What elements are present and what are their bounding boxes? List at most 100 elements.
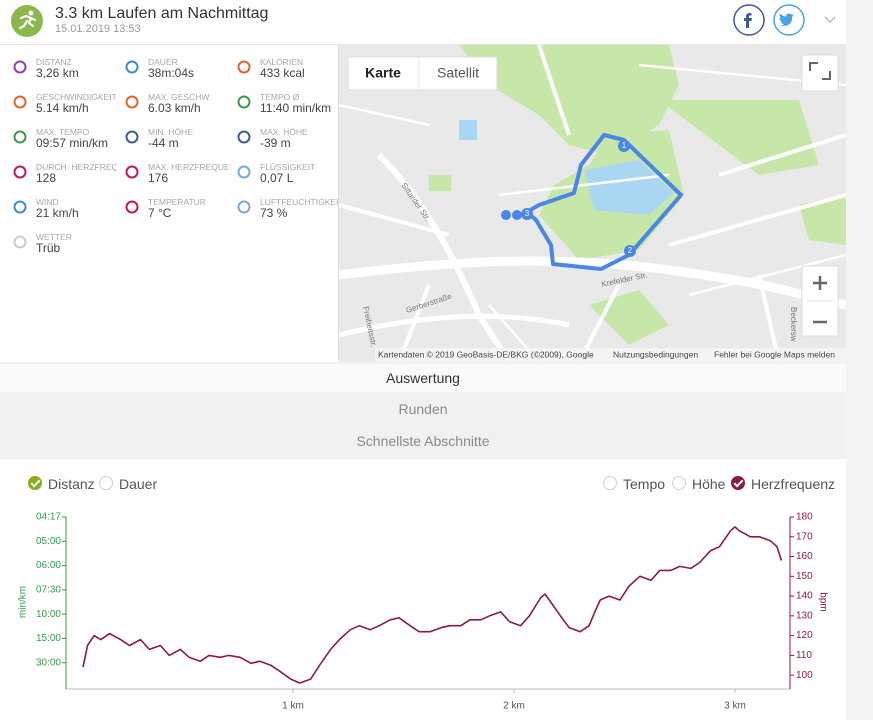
stat: FLÜSSIGKEIT 0,07 L xyxy=(236,162,340,192)
stat-icon xyxy=(125,95,139,109)
stat-label: GESCHWINDIGKEIT Ø xyxy=(36,92,116,102)
x-mode-option[interactable]: Distanz xyxy=(28,475,95,493)
tabs: Auswertung Runden Schnellste Abschnitte xyxy=(0,362,846,458)
y2-tick-label: 180 xyxy=(796,512,813,523)
activity-title: 3.3 km Laufen am Nachmittag xyxy=(55,5,269,22)
chart: 1 km 2 km 3 km 30:00 15:00 10:00 07:30 06:00 05:… xyxy=(18,512,829,712)
stat-icon xyxy=(237,200,251,214)
stat-label: FLÜSSIGKEIT xyxy=(260,162,316,172)
x-mode-option[interactable]: Dauer xyxy=(99,475,157,493)
map-attribution: Kartendaten © 2019 GeoBasis-DE/BKG (©200… xyxy=(378,349,594,359)
x-tick-label: 1 km xyxy=(282,701,304,712)
chart-card: Distanz Dauer Tempo Höhe Herzfrequenz 1 … xyxy=(0,458,846,720)
route-marker-label: 2 xyxy=(628,246,633,255)
tab[interactable]: Runden xyxy=(398,401,448,417)
y-tick-label: 04:17 xyxy=(36,512,61,523)
y-tick-label: 05:00 xyxy=(36,536,61,547)
stat-value: 6.03 km/h xyxy=(148,101,201,115)
y2-tick-label: 130 xyxy=(796,610,813,621)
map-terms-link[interactable]: Nutzungsbedingungen xyxy=(613,349,698,359)
stat-label: WETTER xyxy=(36,232,72,242)
twitter-button[interactable] xyxy=(773,4,805,36)
stat-value: 73 % xyxy=(260,206,288,220)
stat: GESCHWINDIGKEIT Ø5.14 km/h xyxy=(12,92,116,122)
stat: MAX. GESCHW. 6.03 km/h xyxy=(124,92,228,122)
stat: DAUER 38m:04s xyxy=(124,57,228,87)
option-label: Distanz xyxy=(48,476,95,492)
stat-label: MIN. HÖHE xyxy=(148,127,193,137)
stat-label: DISTANZ xyxy=(36,57,72,67)
stat-label: MAX. HÖHE xyxy=(260,127,308,137)
stat-value: 176 xyxy=(148,171,169,185)
tab[interactable]: Auswertung xyxy=(0,364,846,392)
y2-tick-label: 110 xyxy=(796,650,812,661)
route-marker-label: 1 xyxy=(622,141,627,150)
stat-label: MAX. HERZFREQUENZ xyxy=(148,162,228,172)
facebook-button[interactable] xyxy=(733,4,765,36)
y2-tick-label: 150 xyxy=(796,571,813,582)
stat-icon xyxy=(13,95,27,109)
route-marker-label: 3 xyxy=(525,209,530,218)
route xyxy=(525,133,683,271)
social-buttons xyxy=(733,4,836,36)
stat-label: DAUER xyxy=(148,57,178,67)
zoom-control xyxy=(801,265,839,337)
map-type-button[interactable]: Satellit xyxy=(437,65,479,81)
map-report-link[interactable]: Fehler bei Google Maps melden xyxy=(714,349,835,359)
map-type-button[interactable]: Karte xyxy=(365,65,401,81)
stat-label: KALORIEN xyxy=(260,57,303,67)
header: 3.3 km Laufen am Nachmittag 15.01.2019 1… xyxy=(0,0,846,45)
stat: TEMPERATUR 7 °C xyxy=(124,197,228,227)
stat-value: 38m:04s xyxy=(148,66,195,80)
stat: MIN. HÖHE -44 m xyxy=(124,127,228,157)
stat-value: 3,26 km xyxy=(36,66,79,80)
y-tick-label: 15:00 xyxy=(36,633,61,644)
x-tick-label: 2 km xyxy=(503,701,525,712)
stat: MAX. HÖHE -39 m xyxy=(236,127,340,157)
series-toggle[interactable]: Tempo xyxy=(603,475,665,493)
activity-date: 15.01.2019 13:53 xyxy=(55,23,141,35)
activity-icon xyxy=(11,5,43,37)
stat-icon xyxy=(13,235,27,249)
x-tick-label: 3 km xyxy=(724,701,746,712)
stat-value: 128 xyxy=(36,171,57,185)
map[interactable]: 1 2 3 Sittarder Str. Krefelder Str. Gerb… xyxy=(339,45,846,362)
stat-label: WIND xyxy=(36,197,59,207)
stat-label: TEMPO Ø xyxy=(260,92,300,102)
stat-value: 09:57 min/km xyxy=(36,136,109,150)
stat: DURCH. HERZFREQUENZ128 xyxy=(12,162,116,192)
tab[interactable]: Schnellste Abschnitte xyxy=(356,433,490,449)
y-tick-label: 10:00 xyxy=(36,609,61,620)
y2-tick-label: 170 xyxy=(796,531,813,542)
zoom-in[interactable] xyxy=(813,276,827,290)
fullscreen-button[interactable] xyxy=(801,54,839,92)
series-toggle[interactable]: Herzfrequenz xyxy=(731,475,835,493)
stat-icon xyxy=(237,95,251,109)
stat: LUFTFEUCHTIGKEIT 73 % xyxy=(236,197,340,227)
y2-tick-label: 140 xyxy=(796,591,813,602)
y-axis-label: min/km xyxy=(18,586,29,618)
stat-icon xyxy=(13,130,27,144)
y2-tick-label: 160 xyxy=(796,551,813,562)
stat-value: -39 m xyxy=(260,136,291,150)
stat: KALORIEN 433 kcal xyxy=(236,57,340,87)
stat-icon xyxy=(125,60,139,74)
stat-value: 11:40 min/km xyxy=(260,101,332,115)
stats-panel: DISTANZ 3,26 km DAUER 38m:04s KALORIEN 433 kc… xyxy=(0,45,340,360)
stat-value: Trüb xyxy=(36,241,61,255)
option-label: Höhe xyxy=(692,476,726,492)
stat: WETTER Trüb xyxy=(12,232,116,262)
stat: MAX. HERZFREQUENZ176 xyxy=(124,162,228,192)
stat: WIND 21 km/h xyxy=(12,197,116,227)
stat-icon xyxy=(237,60,251,74)
stat-value: 5.14 km/h xyxy=(36,101,89,115)
stat-icon xyxy=(13,60,27,74)
stat: MAX. TEMPO 09:57 min/km xyxy=(12,127,116,157)
street-label: Beckersw xyxy=(789,307,798,342)
collapse-toggle[interactable] xyxy=(824,16,836,24)
series-toggle[interactable]: Höhe xyxy=(672,475,725,493)
map-type-control: Karte Satellit xyxy=(347,56,498,91)
stat-icon xyxy=(237,130,251,144)
